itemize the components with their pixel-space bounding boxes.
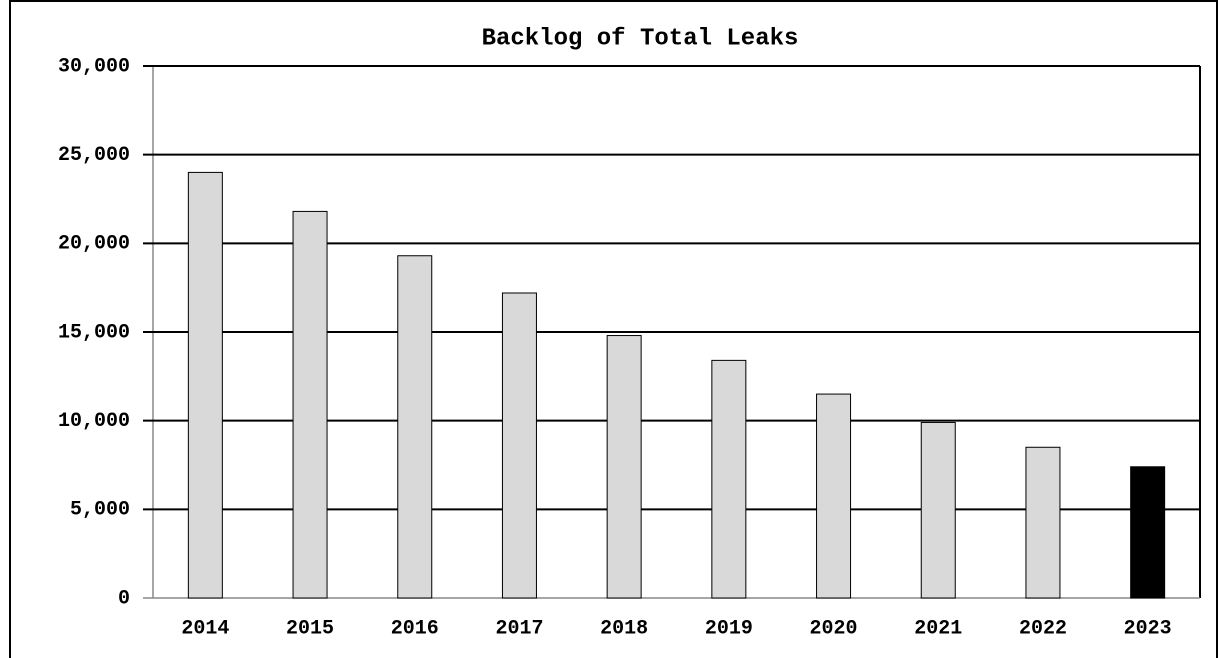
chart-frame — [9, 0, 1218, 658]
bar — [920, 421, 956, 599]
x-tick-label: 2021 — [914, 617, 962, 640]
y-tick-label: 15,000 — [58, 321, 130, 344]
bar — [816, 393, 852, 599]
bar — [397, 255, 433, 599]
x-tick-label: 2018 — [600, 617, 648, 640]
x-tick-label: 2022 — [1019, 617, 1067, 640]
y-tick-label: 30,000 — [58, 55, 130, 78]
y-tick-label: 20,000 — [58, 233, 130, 256]
x-tick-label: 2017 — [495, 617, 543, 640]
bar — [187, 171, 223, 599]
bar — [1130, 466, 1166, 599]
bar — [711, 359, 747, 599]
chart-title: Backlog of Total Leaks — [482, 25, 799, 52]
x-tick-label: 2015 — [286, 617, 334, 640]
x-tick-label: 2014 — [181, 617, 229, 640]
x-tick-label: 2020 — [810, 617, 858, 640]
x-tick-label: 2023 — [1124, 617, 1172, 640]
bar — [606, 335, 642, 599]
bar — [292, 210, 328, 599]
bar — [1025, 446, 1061, 599]
bar — [501, 292, 537, 599]
x-tick-label: 2019 — [705, 617, 753, 640]
y-tick-label: 0 — [118, 587, 130, 610]
y-tick-label: 10,000 — [58, 410, 130, 433]
x-tick-label: 2016 — [391, 617, 439, 640]
y-tick-label: 25,000 — [58, 144, 130, 167]
y-tick-label: 5,000 — [70, 499, 130, 522]
